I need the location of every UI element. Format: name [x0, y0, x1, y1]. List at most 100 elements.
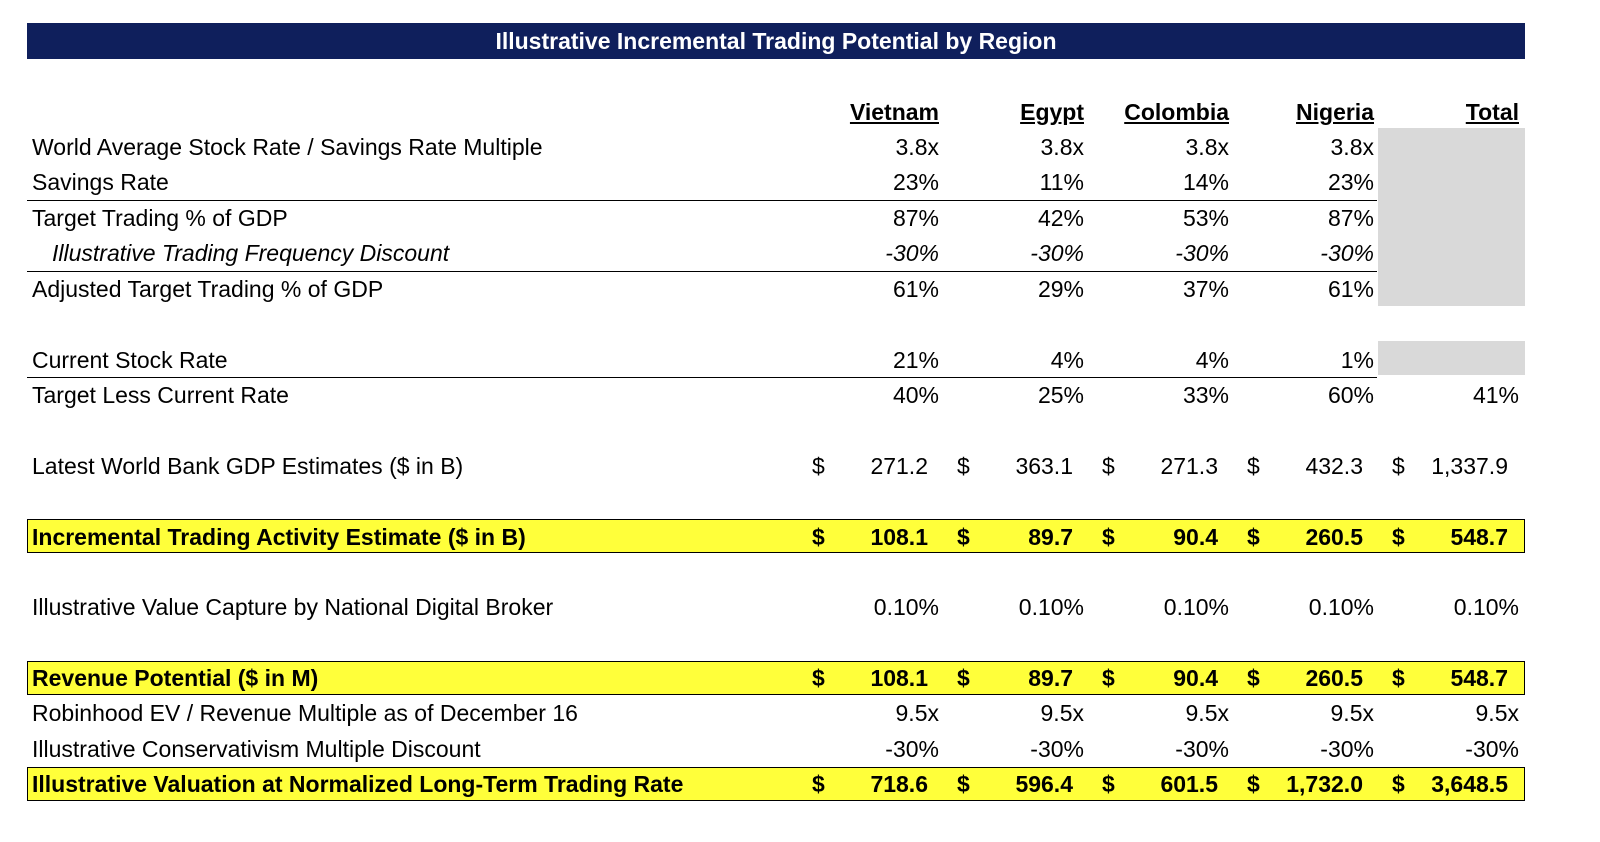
table-title: Illustrative Incremental Trading Potenti…: [27, 23, 1525, 59]
table-cell: 11%: [1039, 169, 1084, 195]
table-cell: 4%: [1050, 347, 1084, 373]
table-cell: 21%: [892, 347, 939, 373]
table-cell: 260.5: [1305, 665, 1363, 691]
row-label: Target Trading % of GDP: [32, 205, 288, 231]
table-cell: 108.1: [870, 524, 928, 550]
column-header-egypt: Egypt: [1020, 99, 1084, 125]
column-header-nigeria: Nigeria: [1296, 99, 1374, 125]
column-header-total: Total: [1465, 99, 1519, 125]
table-cell: 0.10%: [1163, 594, 1229, 620]
table-cell: 9.5x: [1040, 700, 1084, 726]
currency-symbol: $: [1392, 665, 1405, 691]
currency-symbol: $: [1392, 453, 1405, 479]
rule-line: [27, 200, 1377, 201]
table-cell: 90.4: [1173, 665, 1218, 691]
table-cell: 3.8x: [1330, 134, 1374, 160]
table-cell: 37%: [1182, 276, 1229, 302]
currency-symbol: $: [812, 665, 825, 691]
currency-symbol: $: [1392, 524, 1405, 550]
table-cell: 1%: [1340, 347, 1374, 373]
table-cell: 596.4: [1015, 771, 1073, 797]
table-cell: 23%: [892, 169, 939, 195]
table-cell: 1,337.9: [1431, 453, 1508, 479]
table-cell: 9.5x: [1330, 700, 1374, 726]
row-label: Current Stock Rate: [32, 347, 228, 373]
table-cell: -30%: [1320, 240, 1374, 266]
table-cell: 41%: [1472, 382, 1519, 408]
table-cell: -30%: [885, 736, 939, 762]
table-cell: 0.10%: [1308, 594, 1374, 620]
table-cell: -30%: [885, 240, 939, 266]
highlight-revenue-potential: [27, 661, 1525, 695]
table-cell: 9.5x: [1475, 700, 1519, 726]
table-cell: 3.8x: [1185, 134, 1229, 160]
row-label: Illustrative Trading Frequency Discount: [52, 240, 450, 266]
table-cell: 718.6: [870, 771, 928, 797]
table-cell: 363.1: [1015, 453, 1073, 479]
row-label: Latest World Bank GDP Estimates ($ in B): [32, 453, 464, 479]
currency-symbol: $: [1247, 665, 1260, 691]
table-cell: 601.5: [1160, 771, 1218, 797]
table-cell: 87%: [1327, 205, 1374, 231]
row-label: Illustrative Valuation at Normalized Lon…: [32, 771, 684, 797]
column-header-colombia: Colombia: [1124, 99, 1229, 125]
table-cell: 60%: [1327, 382, 1374, 408]
table-cell: 9.5x: [895, 700, 939, 726]
table-cell: 271.2: [870, 453, 928, 479]
currency-symbol: $: [1102, 524, 1115, 550]
table-cell: 0.10%: [873, 594, 939, 620]
row-label: Revenue Potential ($ in M): [32, 665, 319, 691]
table-cell: 89.7: [1028, 524, 1073, 550]
total-shade-current-rate: [1378, 341, 1525, 375]
table-cell: 0.10%: [1018, 594, 1084, 620]
table-cell: 14%: [1182, 169, 1229, 195]
currency-symbol: $: [1102, 771, 1115, 797]
table-cell: 548.7: [1450, 665, 1508, 691]
table-cell: 90.4: [1173, 524, 1218, 550]
table-cell: 61%: [1327, 276, 1374, 302]
currency-symbol: $: [957, 665, 970, 691]
table-cell: 53%: [1182, 205, 1229, 231]
table-cell: -30%: [1175, 240, 1229, 266]
row-label: Target Less Current Rate: [32, 382, 289, 408]
table-cell: 23%: [1327, 169, 1374, 195]
total-shade-upper: [1378, 128, 1525, 306]
table-cell: 89.7: [1028, 665, 1073, 691]
highlight-valuation: [27, 767, 1525, 801]
table-cell: 432.3: [1305, 453, 1363, 479]
currency-symbol: $: [957, 771, 970, 797]
table-cell: 271.3: [1160, 453, 1218, 479]
currency-symbol: $: [812, 453, 825, 479]
currency-symbol: $: [957, 453, 970, 479]
currency-symbol: $: [812, 524, 825, 550]
table-cell: 3.8x: [1040, 134, 1084, 160]
table-cell: 61%: [892, 276, 939, 302]
table-cell: -30%: [1175, 736, 1229, 762]
table-cell: -30%: [1320, 736, 1374, 762]
table-cell: 87%: [892, 205, 939, 231]
row-label: World Average Stock Rate / Savings Rate …: [32, 134, 543, 160]
table-cell: 40%: [892, 382, 939, 408]
table-cell: 29%: [1037, 276, 1084, 302]
highlight-incremental-trading: [27, 519, 1525, 553]
row-label: Savings Rate: [32, 169, 169, 195]
row-label: Illustrative Conservativism Multiple Dis…: [32, 736, 481, 762]
row-label: Adjusted Target Trading % of GDP: [32, 276, 384, 302]
currency-symbol: $: [812, 771, 825, 797]
table-cell: -30%: [1030, 240, 1084, 266]
table-cell: 9.5x: [1185, 700, 1229, 726]
table-cell: 108.1: [870, 665, 928, 691]
table-cell: 3,648.5: [1431, 771, 1508, 797]
table-cell: 3.8x: [895, 134, 939, 160]
currency-symbol: $: [1392, 771, 1405, 797]
currency-symbol: $: [1247, 771, 1260, 797]
currency-symbol: $: [1247, 453, 1260, 479]
table-cell: 260.5: [1305, 524, 1363, 550]
table-cell: -30%: [1030, 736, 1084, 762]
table-cell: -30%: [1465, 736, 1519, 762]
rule-line: [27, 271, 1377, 272]
table-cell: 42%: [1037, 205, 1084, 231]
currency-symbol: $: [1247, 524, 1260, 550]
rule-line: [27, 377, 1377, 378]
table-cell: 0.10%: [1453, 594, 1519, 620]
